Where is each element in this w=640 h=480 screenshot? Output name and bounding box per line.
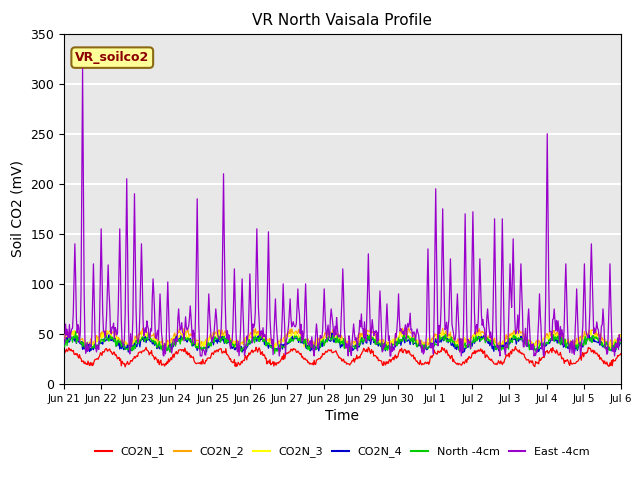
X-axis label: Time: Time — [325, 409, 360, 423]
Y-axis label: Soil CO2 (mV): Soil CO2 (mV) — [11, 160, 25, 257]
Legend: CO2N_1, CO2N_2, CO2N_3, CO2N_4, North -4cm, East -4cm: CO2N_1, CO2N_2, CO2N_3, CO2N_4, North -4… — [90, 442, 595, 462]
Title: VR North Vaisala Profile: VR North Vaisala Profile — [252, 13, 433, 28]
Text: VR_soilco2: VR_soilco2 — [75, 51, 149, 64]
